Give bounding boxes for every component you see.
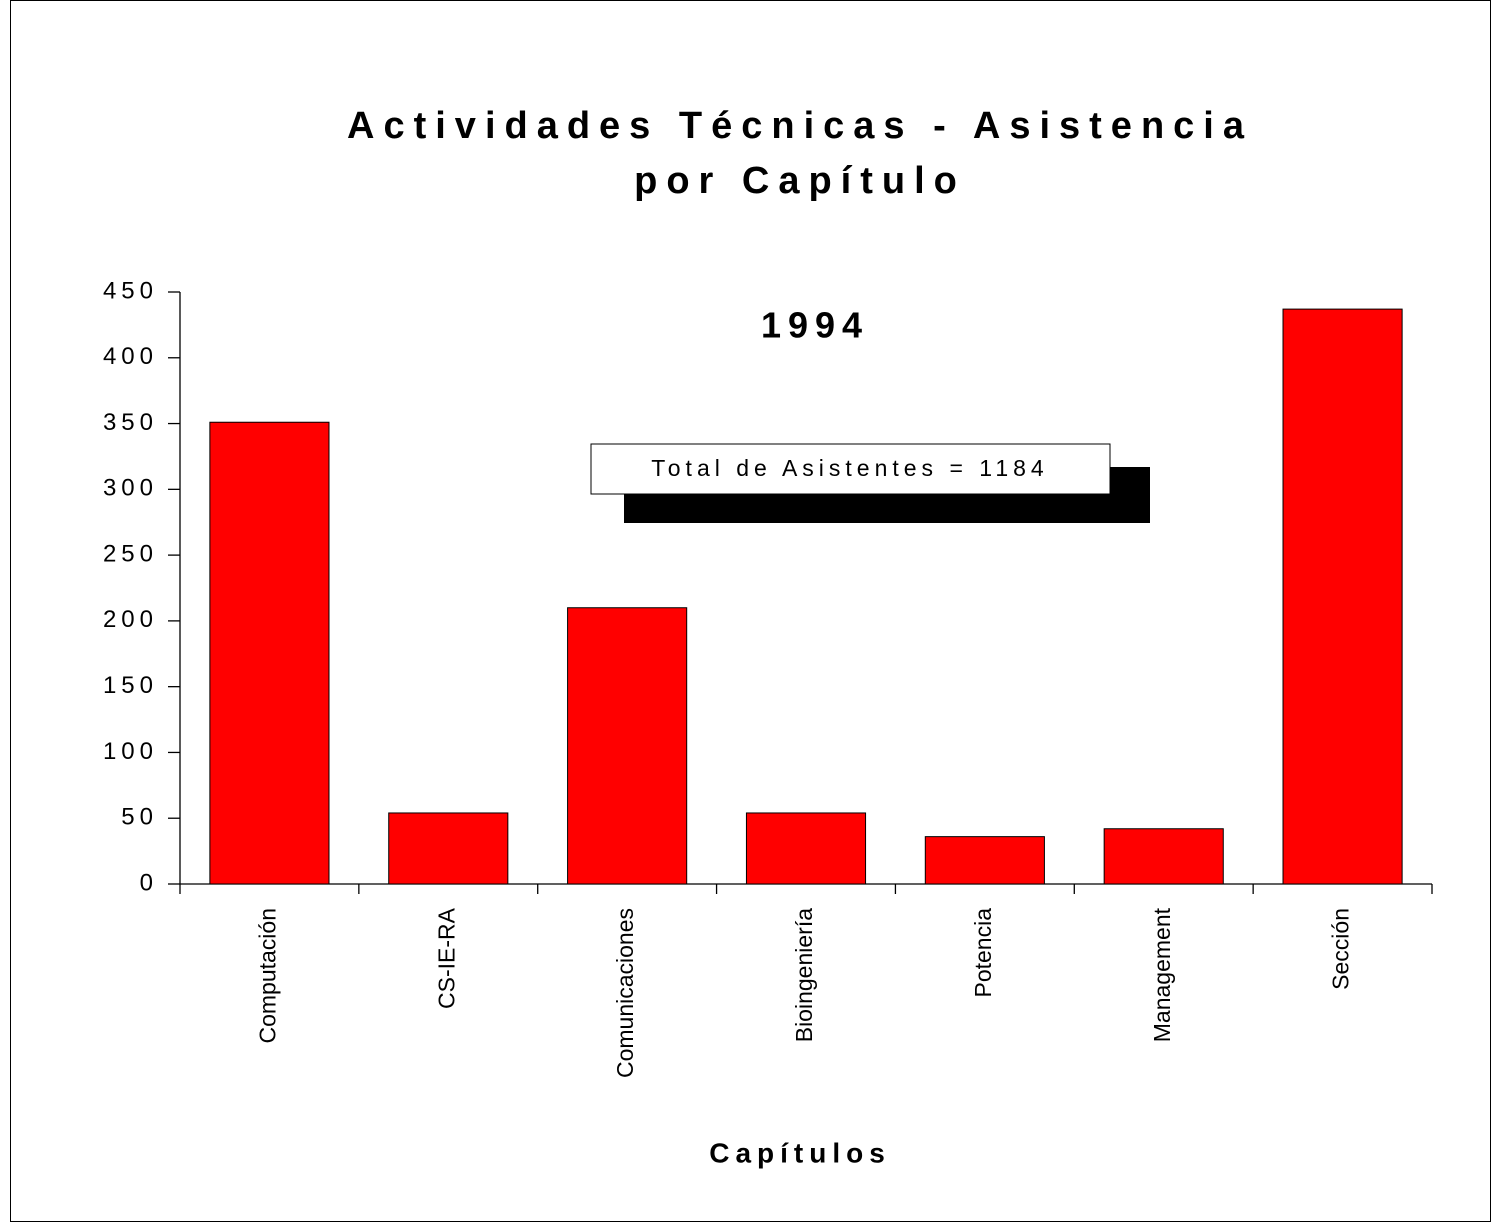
chart-title: por Capítulo (634, 160, 966, 202)
bar (924, 836, 1045, 885)
x-tick-label: Comunicaciones (612, 908, 638, 1078)
x-tick-label: Bioingeniería (791, 908, 817, 1042)
y-tick-label: 200 (103, 606, 158, 633)
bar (567, 607, 688, 885)
x-axis-label: Capítulos (709, 1137, 891, 1168)
x-tick-label: CS-IE-RA (433, 907, 459, 1009)
x-tick-label: Sección (1328, 908, 1354, 990)
bar (1282, 308, 1403, 885)
bar (1103, 828, 1224, 885)
y-tick-label: 450 (103, 277, 158, 304)
annotation-box (590, 443, 1111, 495)
x-tick-label: Potencia (970, 908, 996, 998)
y-tick-label: 100 (103, 738, 158, 765)
annotation: Total de Asistentes = 1184 (651, 455, 1048, 481)
annotation: 1994 (761, 305, 869, 346)
y-tick-label: 250 (103, 540, 158, 567)
chart-title: Actividades Técnicas - Asistencia (347, 105, 1253, 147)
x-tick-label: Computación (255, 908, 281, 1044)
y-tick-label: 150 (103, 672, 158, 699)
bar (388, 812, 509, 885)
y-tick-label: 300 (103, 475, 158, 502)
bar (209, 421, 330, 885)
y-tick-label: 50 (121, 804, 158, 831)
x-tick-label: Management (1149, 907, 1175, 1042)
y-tick-label: 350 (103, 409, 158, 436)
y-tick-label: 400 (103, 343, 158, 370)
y-tick-label: 0 (140, 869, 158, 896)
bar (745, 812, 867, 885)
